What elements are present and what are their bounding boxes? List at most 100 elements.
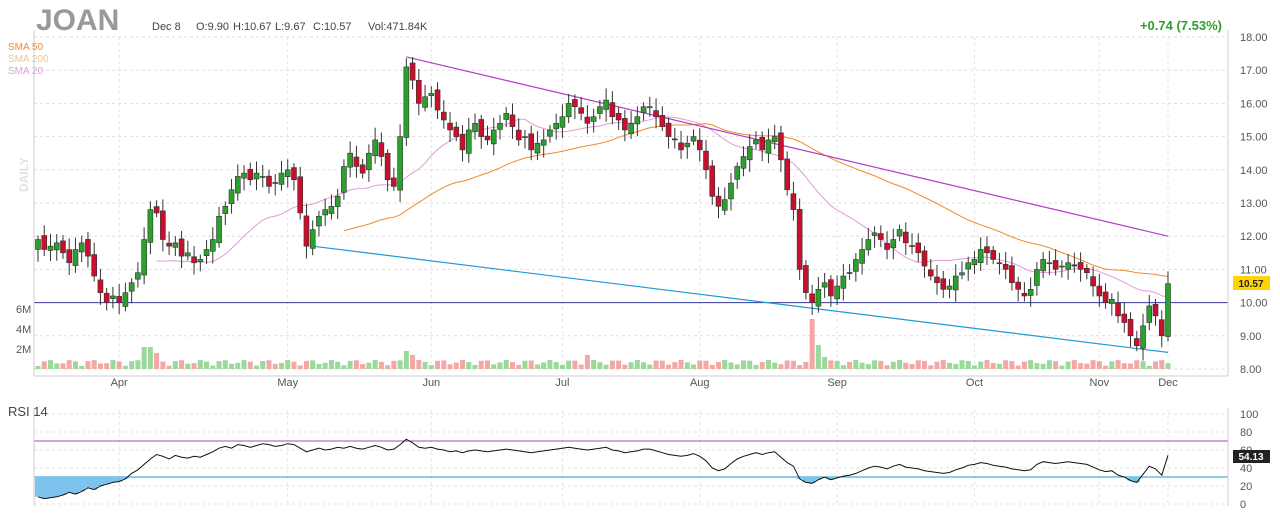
candle-body [784,158,790,191]
candle-body [878,233,884,240]
volume-bar [91,360,97,369]
month-tick-label: Dec [1158,377,1178,389]
rsi-tick-label: 20 [1240,481,1252,493]
candle-body [1034,269,1040,286]
volume-bar [990,362,996,369]
candle-body [391,177,397,187]
volume-bar [803,361,809,369]
volume-bar [1046,360,1052,369]
volume-bar [553,362,559,369]
candle-body [821,282,828,288]
volume-bar [229,363,235,369]
volume-bar [453,362,459,369]
candle-body [515,129,522,141]
candle-body [197,259,204,263]
legend-sma200: SMA 200 [8,54,49,65]
candle-body [103,292,110,303]
candle-body [490,129,497,145]
volume-bar [278,362,284,369]
volume-bar [285,360,291,369]
candle-body [172,242,179,248]
volume-bar [335,361,341,369]
volume-bar [428,365,434,369]
volume-bar [591,360,597,369]
candle-body [234,176,241,194]
quote-low: L:9.67 [275,21,306,33]
volume-bar [1090,360,1096,369]
volume-bar [403,351,409,369]
volume-bar [441,360,447,369]
volume-bar [878,360,884,369]
candle-body [509,114,516,127]
candle-body [497,123,503,130]
quote-high: H:10.67 [233,21,272,33]
volume-bar [1059,365,1065,369]
volume-bar [853,360,859,369]
volume-bar [1053,361,1059,369]
price-tick-label: 17.00 [1240,65,1268,77]
volume-bar [1096,361,1102,369]
volume-bar [85,361,91,369]
volume-bar [703,360,709,369]
volume-bar [360,364,366,369]
volume-bar [747,360,753,369]
volume-bar [528,360,534,369]
volume-tick-label: 4M [16,324,31,336]
candle-body [572,99,578,108]
candle-body [671,138,678,141]
candle-body [665,122,672,137]
volume-bar [865,364,871,369]
volume-bar [959,360,965,369]
price-tick-label: 15.00 [1240,132,1268,144]
candle-body [166,242,172,247]
candle-body [584,116,591,124]
legend-sma50: SMA 50 [8,42,43,53]
price-tick-label: 13.00 [1240,198,1268,210]
candle-body [1146,305,1153,323]
volume-bar [1109,361,1115,369]
volume-tick-label: 2M [16,344,31,356]
volume-bar [410,355,416,369]
volume-bar [765,360,771,369]
month-tick-label: Jun [422,377,440,389]
candle-body [834,285,840,300]
candle-body [453,126,460,137]
candle-body [1052,260,1059,270]
candle-body [690,136,697,142]
volume-bar [628,362,634,369]
candle-body [1096,285,1103,297]
candle-body [1127,318,1134,337]
volume-bar [709,364,715,369]
candle-body [1065,262,1071,270]
candle-body [634,116,641,125]
volume-bar [884,365,890,369]
volume-bar [478,360,484,369]
candle-body [778,132,784,161]
volume-bar [915,360,921,369]
candle-body [409,62,416,81]
candle-body [478,119,485,137]
candle-body [721,199,728,211]
candle-body [353,156,360,167]
volume-bar [872,360,878,369]
candle-body [216,215,222,244]
volume-bar [60,363,66,369]
volume-bar [341,365,347,369]
candle-body [297,176,304,214]
volume-bar [541,362,547,369]
rsi-tick-label: 0 [1240,499,1246,511]
volume-bar [1121,363,1127,369]
candle-body [1133,338,1140,347]
rsi-grid [34,410,1228,505]
volume-bar [1071,360,1077,369]
volume-bar [922,360,928,369]
price-tick-label: 16.00 [1240,98,1268,110]
volume-bar [840,365,846,369]
volume-bar [322,362,328,369]
volume-bar [1009,361,1015,369]
volume-bar [597,362,603,369]
candle-body [647,106,653,109]
candle-body [653,110,659,117]
volume-bar [1065,361,1071,369]
